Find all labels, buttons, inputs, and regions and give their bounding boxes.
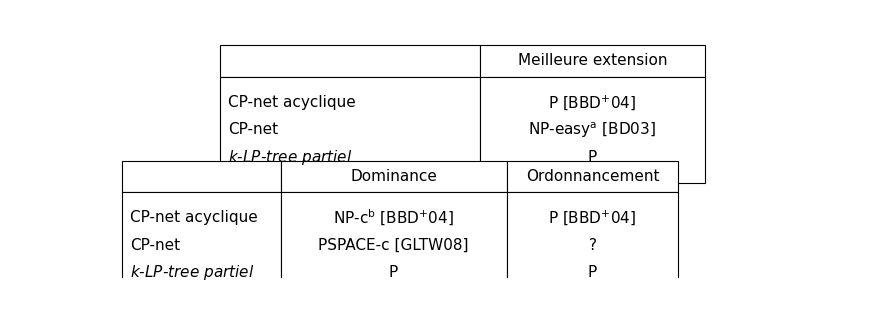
Text: P: P [388, 266, 398, 280]
Bar [479, 45, 705, 77]
Text: P [BBD$^{+}$04]: P [BBD$^{+}$04] [547, 93, 636, 112]
Bar [281, 161, 506, 193]
Text: NP-c$^\mathrm{b}$ [BBD$^{+}$04]: NP-c$^\mathrm{b}$ [BBD$^{+}$04] [333, 207, 454, 228]
Bar [281, 193, 506, 298]
Text: Dominance: Dominance [350, 169, 436, 184]
Bar [220, 45, 479, 77]
Bar [122, 193, 281, 298]
Text: P: P [587, 266, 596, 280]
Text: $k$-LP-tree partiel: $k$-LP-tree partiel [130, 263, 255, 282]
Text: $k$-LP-tree partiel: $k$-LP-tree partiel [228, 148, 352, 167]
Bar [122, 161, 281, 193]
Bar [220, 77, 479, 183]
Text: NP-easy$^\mathrm{a}$ [BD03]: NP-easy$^\mathrm{a}$ [BD03] [527, 120, 656, 140]
Text: Meilleure extension: Meilleure extension [517, 53, 667, 68]
Text: CP-net: CP-net [130, 238, 180, 253]
Text: PSPACE-c [GLTW08]: PSPACE-c [GLTW08] [318, 238, 468, 253]
Bar [506, 161, 678, 193]
Bar [506, 193, 678, 298]
Text: CP-net: CP-net [228, 122, 278, 137]
Text: CP-net acyclique: CP-net acyclique [130, 210, 258, 225]
Text: Ordonnancement: Ordonnancement [525, 169, 659, 184]
Text: P [BBD$^{+}$04]: P [BBD$^{+}$04] [547, 208, 636, 227]
Text: CP-net acyclique: CP-net acyclique [228, 95, 355, 110]
Bar [479, 77, 705, 183]
Text: ?: ? [587, 238, 596, 253]
Text: P: P [587, 150, 596, 165]
